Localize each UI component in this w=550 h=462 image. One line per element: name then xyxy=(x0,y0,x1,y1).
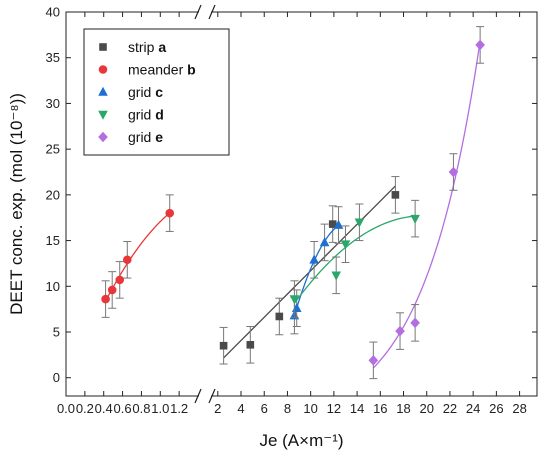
x-axis-title: Je (A×m⁻¹) xyxy=(259,431,343,450)
data-point xyxy=(115,275,125,285)
x-tick-label: 0.4 xyxy=(95,401,113,416)
x-tick-label: 10 xyxy=(303,401,317,416)
x-tick-label: 22 xyxy=(443,401,457,416)
data-point xyxy=(368,355,379,366)
x-tick-label: 0.8 xyxy=(132,401,150,416)
data-point xyxy=(410,317,420,329)
x-tick-label: 1.0 xyxy=(151,401,169,416)
x-tick-label: 0.6 xyxy=(114,401,132,416)
axis-break-gap-top xyxy=(199,10,211,14)
x-tick-label: 4 xyxy=(237,401,244,416)
x-tick-label: 0.2 xyxy=(76,401,94,416)
y-axis-title: DEET conc. exp. (mol (10⁻⁸)) xyxy=(7,93,26,315)
x-tick-label: 14 xyxy=(350,401,364,416)
data-point xyxy=(475,39,485,51)
plot-layer xyxy=(101,26,485,380)
legend-box xyxy=(83,28,230,156)
data-point xyxy=(448,166,459,178)
series-meander-b xyxy=(101,194,175,318)
legend-series-name: grid xyxy=(128,84,155,100)
x-tick-label: 18 xyxy=(396,401,410,416)
legend-series-name: strip xyxy=(128,39,158,55)
data-point xyxy=(122,255,132,265)
legend-marker xyxy=(99,43,107,51)
data-point xyxy=(275,312,284,321)
data-point xyxy=(395,325,405,337)
y-tick-label: 40 xyxy=(46,5,60,20)
data-point xyxy=(410,214,420,224)
data-point xyxy=(165,208,175,218)
data-point xyxy=(291,302,302,313)
data-point xyxy=(340,240,351,250)
data-point xyxy=(289,295,300,305)
fit-line xyxy=(372,40,481,369)
data-point xyxy=(101,294,110,304)
legend-series-name: grid xyxy=(128,129,155,145)
data-point xyxy=(246,341,255,349)
x-tick-label: 28 xyxy=(512,401,526,416)
legend-marker xyxy=(98,131,108,143)
data-point xyxy=(391,191,400,199)
y-tick-label: 0 xyxy=(53,370,60,385)
legend-label: strip a xyxy=(128,39,166,55)
axis-break-mark xyxy=(194,388,202,404)
y-tick-label: 30 xyxy=(46,96,60,111)
series-grid-d xyxy=(289,199,420,318)
legend-marker xyxy=(98,65,108,74)
y-tick-label: 5 xyxy=(53,325,60,340)
legend-label: grid e xyxy=(128,129,163,145)
x-tick-label: 24 xyxy=(466,401,480,416)
legend-series-id: a xyxy=(158,39,166,55)
legend-marker xyxy=(98,86,108,96)
legend-series-name: grid xyxy=(128,107,155,123)
legend-label: grid c xyxy=(128,84,163,100)
x-tick-label: 6 xyxy=(261,401,268,416)
axis-break-gap-bottom xyxy=(199,394,211,398)
data-point xyxy=(107,285,117,295)
legend-series-id: c xyxy=(155,84,163,100)
y-tick-label: 10 xyxy=(46,279,60,294)
legend-label: meander b xyxy=(128,62,196,78)
y-tick-label: 15 xyxy=(46,233,60,248)
fit-line xyxy=(293,224,339,316)
legend-series-id: e xyxy=(155,129,163,145)
x-tick-label: 8 xyxy=(284,401,291,416)
legend-series-name: meander xyxy=(128,62,187,78)
axis-break-mark-top xyxy=(194,4,202,20)
fit-line xyxy=(293,215,416,304)
x-tick-label: 1.2 xyxy=(170,401,188,416)
data-point xyxy=(331,271,341,281)
axis-break-mark-top xyxy=(208,4,216,20)
x-tick-label: 26 xyxy=(489,401,503,416)
x-tick-label: 16 xyxy=(373,401,387,416)
legend-series-id: b xyxy=(187,62,196,78)
legend-label: grid d xyxy=(128,107,164,123)
axis-break-mark xyxy=(208,388,216,404)
legend-marker xyxy=(98,110,108,120)
x-tick-label: 20 xyxy=(419,401,433,416)
data-point xyxy=(219,341,228,350)
y-tick-label: 25 xyxy=(46,142,60,157)
y-tick-label: 20 xyxy=(46,187,60,202)
plot-frame xyxy=(65,11,538,397)
data-point xyxy=(328,220,337,228)
data-point xyxy=(319,237,330,247)
data-point xyxy=(309,254,319,264)
x-tick-label: 12 xyxy=(327,401,341,416)
y-tick-label: 35 xyxy=(46,50,60,65)
x-tick-label: 2 xyxy=(214,401,221,416)
x-tick-label: 0.0 xyxy=(57,401,75,416)
data-point xyxy=(333,219,344,229)
data-point xyxy=(354,218,365,228)
legend-series-id: d xyxy=(155,107,164,123)
series-grid-e xyxy=(368,26,485,380)
